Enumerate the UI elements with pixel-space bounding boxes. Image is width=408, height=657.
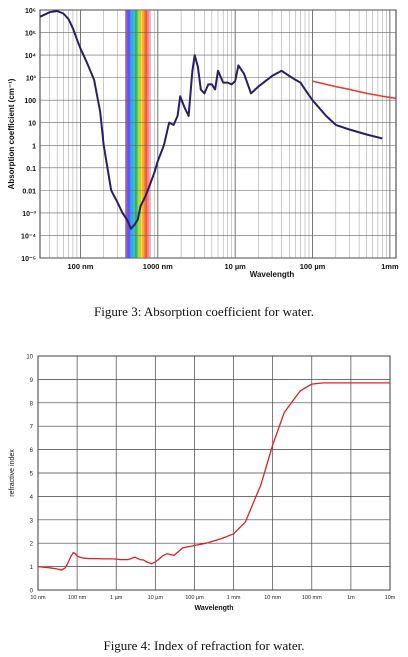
y-tick-label: 3 [30,518,34,524]
y-tick-label: 9 [30,378,34,384]
y-tick-label: 10⁵ [25,31,36,38]
figure-4-caption: Figure 4: Index of refraction for water. [103,638,305,653]
figure-3-caption: Figure 3: Absorption coefficient for wat… [94,304,314,319]
y-tick-label: 10⁻⁴ [21,233,36,240]
y-axis-title: refractive index [9,449,16,497]
refraction-chart: 0 1 2 3 4 5 6 7 8 9 10 10 nm 100 nm 1 µm 10 µm 100 µm 1 … [9,355,396,613]
absorption-series-1 [312,80,397,100]
y-tick-label: 10⁻³ [22,211,36,218]
y-tick-label: 10 [26,355,33,361]
x-tick-label: 100 µm [185,595,204,601]
visible-band-stripe [134,10,138,258]
visible-band-stripe [127,10,131,258]
refraction-series [37,382,390,571]
y-tick-label: 1 [30,565,34,571]
absorption-chart: 10⁶ 10⁵ 10⁴ 10³ 100 10 1 0.1 0.01 10⁻³ 10⁻⁴ 10⁻⁵ 100… [7,8,399,279]
y-tick-label: 100 [24,98,36,105]
y-tick-label: 10³ [26,76,37,83]
x-axis-title: Wavelength [194,605,233,612]
y-tick-label: 4 [30,495,34,501]
visible-band-stripe [125,10,129,258]
visible-band-stripe [142,10,145,258]
x-tick-label: 100 nm [68,262,94,271]
y-tick-label: 10⁶ [25,8,36,15]
y-tick-label: 2 [30,542,34,548]
y-tick-label: 10⁻⁵ [21,256,36,263]
x-tick-label: 10 µm [224,262,246,271]
visible-band-stripe [132,10,136,258]
y-tick-label: 7 [30,425,34,431]
absorption-series-0 [39,10,383,230]
y-tick-label: 1 [32,143,36,150]
visible-band-stripe [139,10,143,258]
y-tick-label: 0 [30,589,34,595]
x-tick-label: 1mm [381,262,399,271]
y-axis-title: Absorption coefficient (cm⁻¹) [7,78,16,189]
x-axis-title: Wavelength [250,270,295,279]
x-tick-label: 10 mm [264,595,281,601]
y-tick-label: 6 [30,448,34,454]
x-tick-label: 10m [385,595,396,601]
y-tick-label: 10 [28,121,36,128]
x-tick-label: 10 nm [30,595,46,601]
y-tick-label: 0.1 [26,166,36,173]
x-tick-label: 1000 nm [143,262,173,271]
x-tick-label: 1 mm [227,595,241,601]
x-tick-label: 10 µm [148,595,164,601]
x-tick-label: 100 nm [68,595,87,601]
y-tick-label: 8 [30,401,34,407]
x-tick-label: 100 mm [302,595,322,601]
refraction-figure: 0 1 2 3 4 5 6 7 8 9 10 10 nm 100 nm 1 µm 10 µm 100 µm 1 … [0,340,408,630]
visible-band-stripe [137,10,141,258]
visible-band-stripe [147,10,150,258]
visible-band-stripe [130,10,133,258]
x-tick-label: 1m [347,595,355,601]
y-tick-label: 5 [30,472,34,478]
y-tick-label: 0.01 [22,188,36,195]
y-tick-label: 10⁴ [25,53,37,60]
absorption-figure: 10⁶ 10⁵ 10⁴ 10³ 100 10 1 0.1 0.01 10⁻³ 10⁻⁴ 10⁻⁵ 100… [0,0,408,290]
x-tick-label: 100 µm [300,262,326,271]
x-tick-label: 1 µm [110,595,123,601]
